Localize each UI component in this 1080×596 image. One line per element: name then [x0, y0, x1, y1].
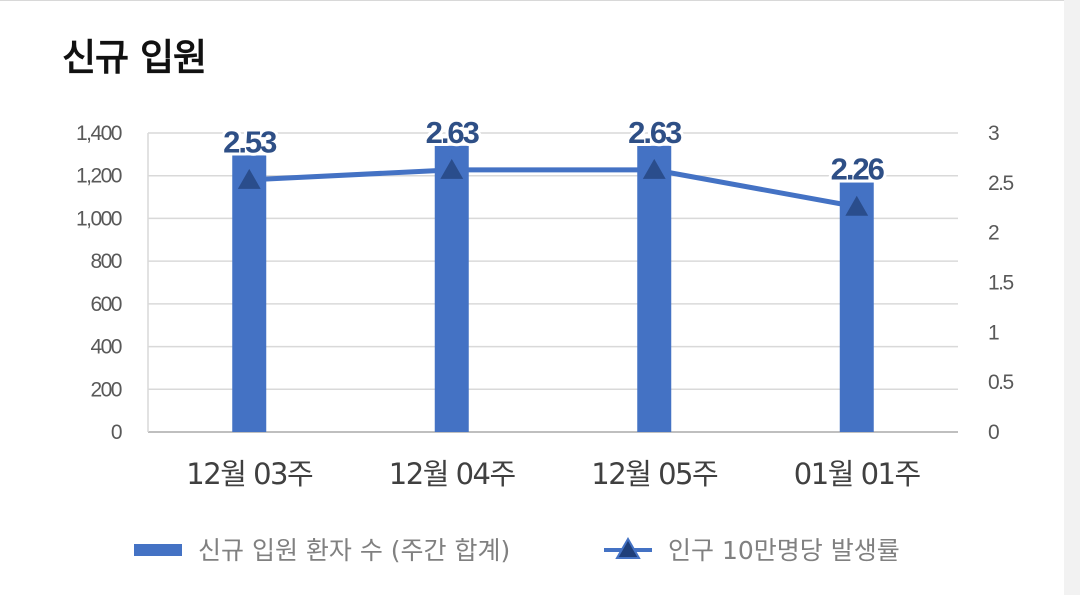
y-left-tick-label: 200: [90, 378, 121, 401]
legend-bar-swatch: [134, 544, 182, 556]
legend-line-label: 인구 10만명당 발생률: [668, 536, 900, 565]
y-right-tick-label: 1.5: [988, 272, 1014, 295]
chart-title: 신규 입원: [62, 36, 207, 79]
y-left-tick-label: 600: [90, 293, 121, 316]
y-left-tick-label: 1,200: [76, 165, 122, 188]
triangle-marker: [841, 191, 873, 219]
y-left-tick-label: 400: [90, 336, 121, 359]
legend: 신규 입원 환자 수 (주간 합계) 인구 10만명당 발생률: [134, 536, 900, 565]
y-left-tick-label: 1,400: [76, 122, 122, 145]
y-right-tick-label: 3: [988, 122, 999, 145]
legend-bar-label: 신규 입원 환자 수 (주간 합계): [198, 536, 510, 565]
data-label: 2.26: [831, 152, 885, 187]
y-right-tick-label: 2: [988, 222, 999, 245]
y-right-tick-label: 0: [988, 421, 999, 444]
y-left-tick-label: 1,000: [76, 207, 122, 230]
x-tick-label: 12월 05주: [591, 457, 718, 491]
triangle-marker: [638, 154, 670, 182]
x-tick-label: 12월 03주: [186, 457, 313, 491]
data-label: 2.53: [223, 124, 277, 159]
series-line: [249, 167, 858, 210]
triangle-marker: [233, 164, 265, 192]
x-axis-ticks: 12월 03주 12월 04주 12월 05주 01월 01주: [186, 457, 922, 491]
y-right-tick-label: 2.5: [988, 172, 1014, 195]
bar: [839, 182, 874, 432]
line-series: [233, 154, 873, 219]
data-label: 2.63: [426, 115, 480, 150]
x-tick-label: 01월 01주: [794, 457, 921, 491]
bar: [232, 155, 267, 433]
page-edge: [1064, 0, 1080, 595]
triangle-marker: [436, 154, 468, 182]
y-right-tick-label: 1: [988, 321, 999, 344]
legend-triangle-marker: [615, 537, 641, 559]
grid-lines: [147, 132, 958, 433]
data-labels: 2.53 2.63 2.63 2.26: [220, 112, 890, 190]
y-left-tick-label: 800: [90, 250, 121, 273]
y-left-tick-label: 0: [111, 421, 122, 444]
bar: [434, 145, 469, 433]
y-right-tick-label: 0.5: [988, 371, 1014, 394]
data-label: 2.63: [628, 115, 682, 150]
bar: [637, 145, 672, 433]
right-axis-ticks: 0 0.5 1 1.5 2 2.5 3: [988, 122, 1015, 444]
x-tick-label: 12월 04주: [389, 457, 516, 491]
bar-series: [232, 145, 874, 433]
left-axis-ticks: 0 200 400 600 800 1,000 1,200 1,400: [76, 122, 123, 444]
